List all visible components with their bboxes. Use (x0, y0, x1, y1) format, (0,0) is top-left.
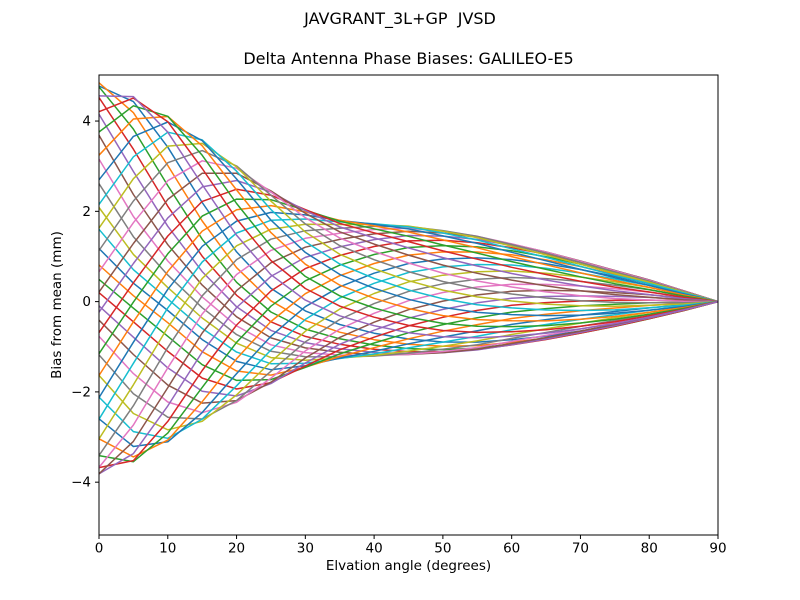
series-line (98, 270, 719, 431)
x-tick-label: 0 (95, 541, 104, 557)
x-tick-label: 30 (297, 541, 314, 557)
series-line (98, 183, 719, 358)
x-tick-label: 10 (159, 541, 176, 557)
y-tick-label: 4 (82, 114, 91, 130)
y-tick-label: −4 (71, 475, 91, 491)
figure-title: JAVGRANT_3L+GP JVSD (304, 9, 496, 28)
series-line (98, 121, 719, 317)
series-line (98, 188, 719, 334)
series-line (98, 207, 719, 362)
axes-frame (98, 74, 719, 536)
series-line (98, 211, 719, 398)
series-line (98, 95, 719, 339)
series-line (98, 247, 719, 371)
series-line (98, 295, 719, 397)
y-tick-label: 0 (82, 294, 91, 310)
series-line (98, 142, 719, 307)
series-line (98, 263, 719, 440)
x-axis-label: Elvation angle (degrees) (325, 558, 492, 574)
series-line (98, 223, 719, 440)
series-line (98, 97, 719, 334)
series-line (98, 198, 719, 355)
x-tick-label: 60 (503, 541, 520, 557)
y-axis-label: Bias from mean (mm) (49, 231, 65, 379)
series-line (98, 115, 719, 322)
y-tick-label: −2 (71, 384, 91, 400)
series-line (98, 228, 719, 365)
series-line (98, 289, 719, 404)
x-tick-label: 40 (366, 541, 383, 557)
series-line (98, 179, 719, 313)
series-line (98, 172, 719, 303)
x-tick-label: 50 (434, 541, 451, 557)
y-tick-label: 2 (82, 204, 91, 220)
x-tick-label: 70 (572, 541, 589, 557)
x-tick-label: 90 (709, 541, 726, 557)
series-line (98, 218, 719, 420)
axes-title: Delta Antenna Phase Biases: GALILEO-E5 (243, 49, 574, 68)
series-line (98, 160, 719, 303)
series-line (98, 204, 719, 376)
series-line (98, 105, 719, 328)
x-tick-label: 80 (641, 541, 658, 557)
series-line (98, 149, 719, 304)
x-tick-label: 20 (228, 541, 245, 557)
